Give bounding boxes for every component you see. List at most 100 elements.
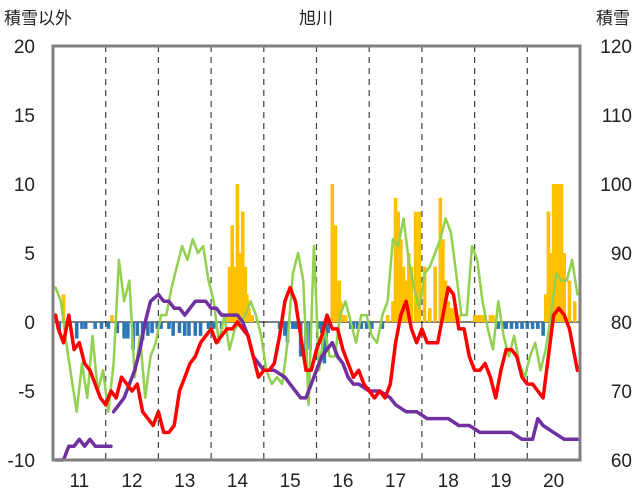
left-axis-ticks: 20 15 10 5 0 -5 -10 — [8, 37, 35, 472]
bar — [364, 322, 369, 329]
bar — [451, 308, 456, 322]
left-tick-label: 0 — [24, 313, 35, 334]
bar — [478, 315, 482, 322]
bar — [488, 315, 493, 322]
plot-frame — [51, 44, 582, 462]
right-tick-label: 80 — [611, 313, 632, 334]
bar — [496, 322, 501, 329]
bar — [438, 197, 443, 322]
series-line-purple — [53, 437, 113, 462]
bar — [393, 197, 398, 322]
bar — [546, 211, 551, 322]
bar — [446, 301, 451, 322]
bar — [480, 315, 485, 322]
bar — [230, 225, 234, 322]
right-tick-label: 70 — [611, 382, 632, 403]
bar — [551, 184, 556, 322]
bar — [541, 322, 545, 336]
bar — [155, 322, 160, 329]
plot-background — [53, 46, 580, 460]
bar — [391, 301, 395, 322]
bar — [399, 239, 403, 322]
x-tick-label: 14 — [227, 471, 249, 492]
bar — [159, 322, 163, 329]
bar — [115, 322, 120, 334]
bar — [351, 322, 356, 329]
bar — [122, 322, 126, 339]
bar — [491, 315, 495, 322]
right-tick-label: 60 — [611, 451, 632, 472]
left-tick-label: 5 — [24, 244, 35, 265]
bar — [422, 266, 427, 322]
bar — [146, 322, 150, 336]
x-tick-label: 15 — [280, 471, 301, 492]
bar — [562, 253, 566, 322]
bar — [193, 322, 198, 336]
series-line-red — [53, 285, 580, 435]
bar — [317, 322, 321, 329]
bar — [198, 322, 203, 336]
right-axis-ticks: 120 110 100 90 80 70 60 — [600, 37, 632, 472]
bar — [567, 280, 572, 322]
series-line-green — [54, 217, 579, 413]
bar — [167, 322, 171, 329]
left-tick-label: -10 — [8, 451, 35, 472]
bar — [61, 294, 66, 322]
bar — [514, 322, 519, 329]
bar — [250, 315, 255, 322]
bar — [83, 322, 88, 329]
bar — [238, 253, 242, 322]
x-tick-label: 13 — [174, 471, 195, 492]
lines-group — [53, 217, 580, 462]
bar — [525, 322, 530, 329]
bar — [475, 315, 480, 322]
left-axis-label: 積雪以外 — [4, 9, 72, 29]
bar — [355, 322, 360, 329]
bar — [74, 322, 79, 339]
bar — [293, 322, 298, 329]
x-tick-label: 20 — [543, 471, 564, 492]
bar — [413, 211, 418, 322]
left-tick-label: 10 — [14, 175, 35, 196]
bar — [543, 294, 548, 322]
x-tick-label: 16 — [332, 471, 353, 492]
bar — [240, 211, 245, 322]
bar — [509, 322, 514, 329]
left-tick-label: -5 — [18, 382, 35, 403]
bar — [225, 315, 229, 322]
right-axis-label: 積雪 — [596, 9, 630, 29]
bar — [227, 266, 232, 322]
bar — [401, 266, 406, 322]
bar — [449, 308, 453, 322]
bar — [520, 322, 524, 329]
bar — [441, 239, 445, 322]
left-tick-label: 15 — [14, 106, 35, 127]
bar — [572, 301, 577, 322]
x-tick-label: 11 — [69, 471, 89, 492]
bar — [126, 322, 130, 339]
x-tick-label: 18 — [438, 471, 459, 492]
bar — [187, 322, 191, 336]
bar — [283, 322, 287, 336]
bar — [417, 211, 422, 322]
bar — [406, 253, 411, 322]
bar — [106, 322, 111, 329]
bar — [501, 322, 506, 329]
bar — [343, 315, 348, 322]
bar — [385, 315, 390, 322]
bar — [93, 322, 97, 329]
bar — [206, 322, 211, 329]
bar — [135, 322, 140, 336]
bar — [433, 266, 437, 322]
bar — [80, 322, 84, 329]
bar — [409, 266, 414, 322]
bar — [235, 184, 240, 322]
bar — [359, 322, 364, 329]
x-tick-label: 12 — [121, 471, 142, 492]
bar — [247, 308, 251, 322]
bar — [171, 322, 175, 336]
x-tick-label: 17 — [385, 471, 406, 492]
bar — [333, 225, 338, 322]
bar — [110, 315, 114, 322]
right-tick-label: 120 — [600, 37, 632, 58]
